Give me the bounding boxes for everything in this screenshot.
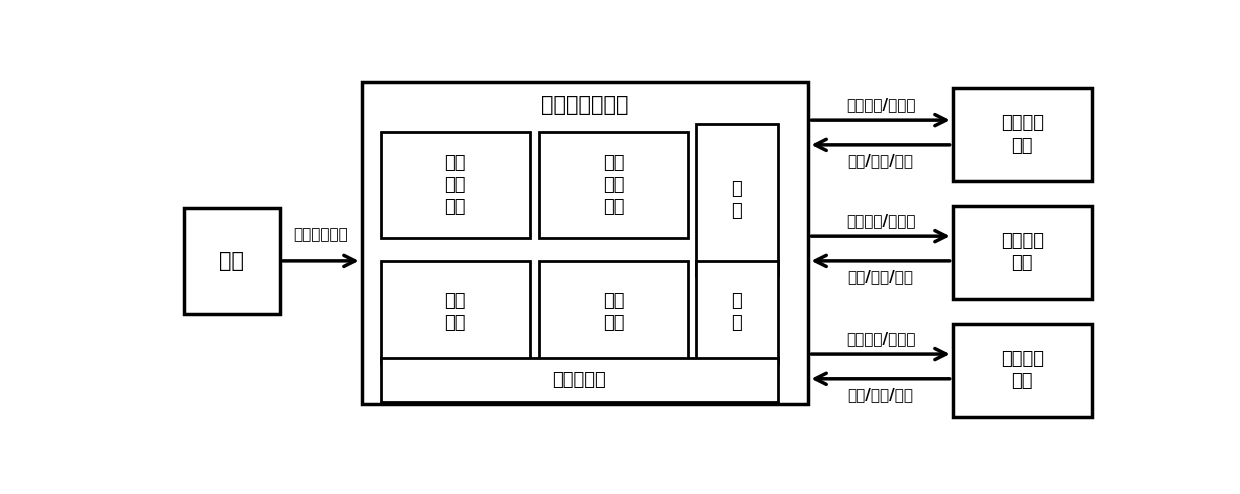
- Text: 控制命令/元数据: 控制命令/元数据: [846, 213, 915, 228]
- Bar: [381, 358, 777, 402]
- Text: 同步执行
节点: 同步执行 节点: [1001, 114, 1044, 155]
- Text: 同步执行
节点: 同步执行 节点: [1001, 350, 1044, 390]
- Bar: [539, 131, 688, 238]
- Bar: [539, 261, 688, 364]
- Bar: [381, 131, 529, 238]
- Text: 同步执行
节点: 同步执行 节点: [1001, 232, 1044, 272]
- Bar: [381, 261, 529, 364]
- Text: 心跳/状态/日志: 心跳/状态/日志: [848, 269, 914, 284]
- Bar: [696, 261, 777, 364]
- Bar: [362, 82, 808, 404]
- Bar: [952, 206, 1092, 299]
- Bar: [696, 124, 777, 276]
- Text: 同步
任务
管理: 同步 任务 管理: [445, 154, 466, 216]
- Text: 报表
告警: 报表 告警: [603, 292, 625, 332]
- Text: 控制命令/元数据: 控制命令/元数据: [846, 330, 915, 346]
- Bar: [952, 88, 1092, 181]
- Text: 控制命令/元数据: 控制命令/元数据: [846, 97, 915, 112]
- Text: 日志
管理: 日志 管理: [445, 292, 466, 332]
- Text: 执行
节点
管理: 执行 节点 管理: [603, 154, 625, 216]
- Text: 心跳/状态/日志: 心跳/状态/日志: [848, 153, 914, 168]
- Text: 服
务: 服 务: [732, 292, 743, 332]
- Text: 心跳/状态/日志: 心跳/状态/日志: [848, 387, 914, 402]
- Bar: [952, 324, 1092, 417]
- Text: 数据持久化: 数据持久化: [552, 371, 606, 389]
- Text: 同步任务操作: 同步任务操作: [294, 227, 348, 242]
- Text: 前端: 前端: [219, 251, 244, 271]
- Text: 控
制: 控 制: [732, 180, 743, 220]
- Bar: [184, 207, 280, 314]
- Text: 同步任务控制器: 同步任务控制器: [542, 95, 629, 115]
